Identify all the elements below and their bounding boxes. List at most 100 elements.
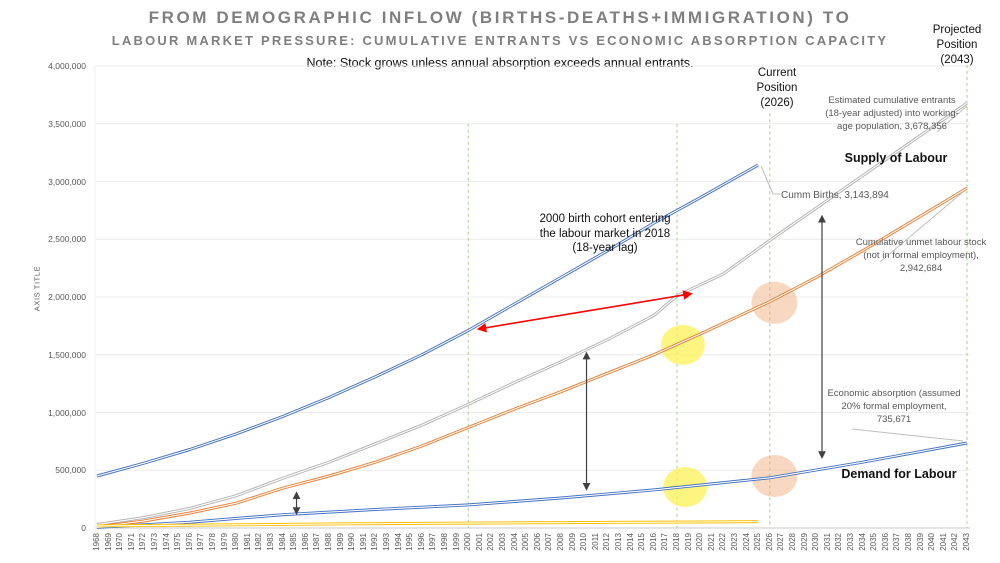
x-axis-label: 2004 xyxy=(509,533,519,551)
y-axis-label: 2,500,000 xyxy=(48,234,86,245)
x-axis-label: 1996 xyxy=(416,533,426,551)
x-axis-label: 1978 xyxy=(208,533,217,551)
x-axis-label: 2000 xyxy=(463,533,473,551)
x-axis-label: 1997 xyxy=(428,533,438,551)
leader-line xyxy=(760,165,780,195)
demand-for-labour-label: Demand for Labour xyxy=(841,467,957,481)
chart-title-line2: LABOUR MARKET PRESSURE: CUMULATIVE ENTRA… xyxy=(111,33,889,48)
x-axis-label: 1995 xyxy=(405,533,415,551)
y-axis-label: 1,500,000 xyxy=(48,349,86,360)
x-axis-label: 2016 xyxy=(648,533,658,551)
x-axis-label: 2015 xyxy=(637,533,647,551)
x-axis-label: 1970 xyxy=(115,533,125,551)
x-axis-label: 1990 xyxy=(347,533,357,551)
x-axis-label: 1980 xyxy=(231,533,241,551)
x-axis-label: 1994 xyxy=(393,533,403,551)
x-axis-label: 1992 xyxy=(370,533,380,551)
y-axis-label: 4,000,000 xyxy=(48,61,86,71)
x-axis-label: 2031 xyxy=(822,533,832,551)
x-axis-label: 2007 xyxy=(544,533,554,551)
x-axis-label: 1999 xyxy=(451,533,461,551)
x-axis-label: 2018 xyxy=(672,533,681,551)
x-axis-label: 1971 xyxy=(126,533,136,551)
birth-cohort-lag-label: 2000 birth cohort entering the labour ma… xyxy=(539,213,671,254)
leader-line xyxy=(851,428,964,442)
x-axis-label: 1991 xyxy=(358,533,368,551)
x-axis-label: 1998 xyxy=(440,533,449,551)
economic-absorption-label: Economic absorption (assumed 20% formal … xyxy=(827,388,961,425)
x-axis-label: 2035 xyxy=(869,533,879,551)
x-axis-label: 2019 xyxy=(683,533,693,551)
cumm-births-label: Cumm Births, 3,143,894 xyxy=(781,190,889,201)
x-axis-label: 1973 xyxy=(150,533,159,551)
x-axis-label: 1985 xyxy=(289,533,299,551)
x-axis-label: 1979 xyxy=(219,533,229,551)
series-unmet-labour-stock-core xyxy=(96,187,968,528)
x-axis-label: 2028 xyxy=(788,533,797,551)
series-cumulative-entrants xyxy=(96,101,968,526)
series-annual-flow-core xyxy=(96,521,759,527)
x-axis-label: 2043 xyxy=(962,533,971,551)
x-axis-label: 2042 xyxy=(950,533,960,551)
x-axis-label: 2017 xyxy=(660,533,670,551)
chart-title-line1: FROM DEMOGRAPHIC INFLOW (BIRTHS-DEATHS+I… xyxy=(148,8,852,27)
x-axis-label: 1972 xyxy=(138,533,148,551)
x-axis-label: 2005 xyxy=(521,533,531,551)
x-axis-label: 2003 xyxy=(498,533,507,551)
x-axis-label: 2023 xyxy=(730,533,739,551)
x-axis-label: 1975 xyxy=(173,533,183,551)
unmet-labour-stock-label: Cumulative unmet labour stock (not in fo… xyxy=(855,237,987,274)
x-axis-label: 2009 xyxy=(567,533,577,551)
x-axis-label: 2013 xyxy=(614,533,623,551)
x-axis-label: 1976 xyxy=(184,533,194,551)
y-axis-label: 3,000,000 xyxy=(48,176,86,187)
x-axis-label: 1969 xyxy=(103,533,113,551)
y-axis-label: 0 xyxy=(81,523,86,533)
x-axis-label: 2008 xyxy=(556,533,565,551)
x-axis-label: 2040 xyxy=(927,533,937,551)
x-axis-label: 2036 xyxy=(880,533,890,551)
x-axis-label: 2030 xyxy=(811,533,821,551)
x-axis-label: 1983 xyxy=(266,533,275,551)
x-axis-label: 2012 xyxy=(602,533,612,551)
x-axis-label: 2010 xyxy=(579,533,589,551)
x-axis-label: 2021 xyxy=(706,533,716,551)
x-axis-label: 1988 xyxy=(324,533,333,551)
cumulative-entrants-label: Estimated cumulative entrants (18-year a… xyxy=(825,95,959,132)
x-axis-label: 2037 xyxy=(892,533,902,551)
x-axis-label: 1968 xyxy=(92,533,101,551)
series-economic-absorption-core xyxy=(96,442,968,528)
x-axis-label: 2006 xyxy=(532,533,542,551)
leader-line xyxy=(879,191,964,263)
leader-line xyxy=(936,105,968,133)
x-axis-label: 2034 xyxy=(857,533,867,551)
x-axis-label: 2038 xyxy=(904,533,913,551)
x-axis-label: 2022 xyxy=(718,533,728,551)
x-axis-label: 2027 xyxy=(776,533,786,551)
y-axis-label: 3,500,000 xyxy=(48,118,86,129)
projected-position-label: Projected Position (2043) xyxy=(932,24,982,66)
x-axis-label: 2001 xyxy=(474,533,484,551)
x-axis-label: 2014 xyxy=(625,533,635,551)
x-axis-label: 2020 xyxy=(695,533,705,551)
series-cumm-births-core xyxy=(96,164,759,477)
lag-arrow xyxy=(476,290,693,333)
x-axis-label: 1986 xyxy=(300,533,310,551)
x-axis-label: 2011 xyxy=(590,533,600,551)
x-axis-label: 2039 xyxy=(915,533,925,551)
x-axis-label: 1993 xyxy=(382,533,391,551)
highlight-circle-peach xyxy=(751,281,798,324)
x-axis-label: 2041 xyxy=(938,533,948,551)
y-axis-label: 500,000 xyxy=(55,465,86,476)
current-position-label: Current Position (2026) xyxy=(756,67,798,109)
x-axis-label: 2025 xyxy=(753,533,763,551)
x-axis-label: 2026 xyxy=(764,533,774,551)
x-axis-label: 1974 xyxy=(161,533,171,551)
series-economic-absorption xyxy=(96,441,968,529)
x-axis-label: 2033 xyxy=(846,533,855,551)
series-cumulative-entrants-core xyxy=(96,102,968,526)
y-axis-label: 2,000,000 xyxy=(48,292,86,302)
highlight-circle-yellow xyxy=(660,324,705,365)
x-axis-label: 2024 xyxy=(741,533,751,551)
